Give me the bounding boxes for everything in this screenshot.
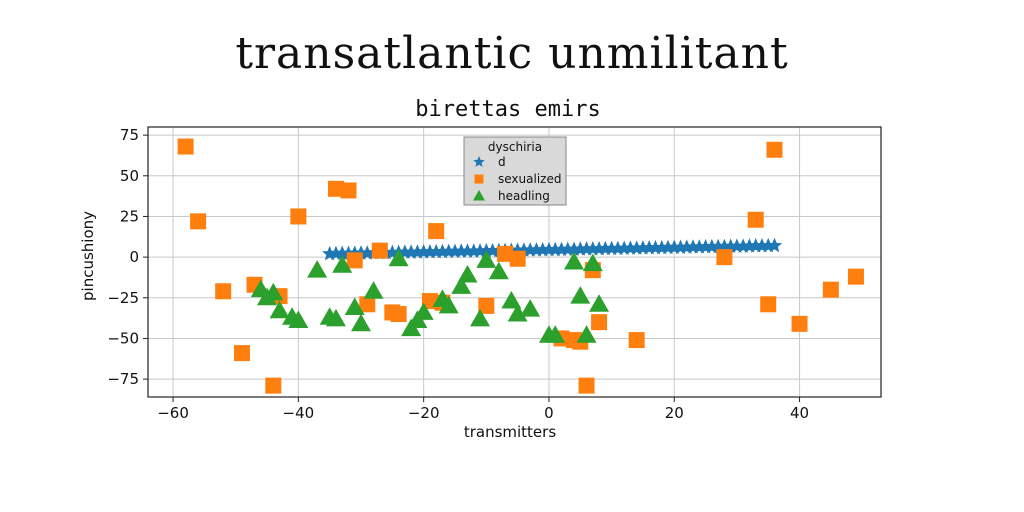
point-headling (488, 261, 509, 280)
legend-label-headling: headling (498, 189, 550, 203)
point-sexualized (233, 345, 250, 362)
point-headling (344, 297, 365, 316)
point-sexualized (497, 245, 514, 262)
legend-label-d: d (498, 155, 506, 169)
point-sexualized (716, 249, 733, 266)
x-tick-label: 20 (665, 404, 684, 422)
point-headling (451, 276, 472, 294)
point-sexualized (290, 208, 307, 225)
data-marks (177, 138, 864, 394)
figure-title: transatlantic unmilitant (235, 28, 789, 79)
point-sexualized (791, 315, 808, 332)
point-sexualized (578, 377, 595, 394)
point-headling (307, 260, 328, 278)
point-sexualized (509, 250, 526, 267)
point-headling (325, 308, 346, 327)
y-tick-label: −50 (107, 329, 139, 347)
legend-title: dyschiria (488, 140, 542, 154)
point-headling (457, 265, 478, 283)
point-sexualized (822, 281, 839, 298)
point-sexualized (215, 283, 232, 300)
point-headling (363, 281, 384, 299)
point-sexualized (346, 252, 363, 269)
legend-marker-d (473, 156, 485, 167)
x-axis-label: transmitters (464, 423, 556, 441)
point-headling (589, 294, 610, 312)
point-headling (438, 295, 459, 314)
y-tick-label: −25 (107, 289, 139, 307)
point-sexualized (265, 377, 282, 394)
point-sexualized (847, 268, 864, 285)
y-tick-label: 0 (129, 248, 139, 266)
y-tick-label: 50 (120, 167, 139, 185)
legend-label-sexualized: sexualized (498, 172, 561, 186)
axis-ticks: −60 −40 −20 0 20 40 75 50 25 0 −25 −50 −75 (107, 126, 809, 422)
point-sexualized (747, 211, 764, 228)
point-sexualized (340, 182, 357, 199)
point-sexualized (359, 296, 376, 313)
point-sexualized (371, 242, 388, 259)
point-headling (413, 302, 434, 320)
point-d (766, 237, 783, 253)
point-sexualized (766, 141, 783, 158)
point-headling (388, 248, 409, 267)
legend-marker-sexualized (474, 174, 484, 184)
point-headling (520, 299, 541, 317)
x-tick-label: −60 (157, 404, 189, 422)
x-tick-label: −20 (408, 404, 440, 422)
point-sexualized (760, 296, 777, 313)
point-sexualized (190, 213, 207, 230)
point-headling (576, 325, 597, 343)
chart-title: birettas emirs (415, 97, 600, 122)
point-headling (288, 310, 309, 329)
point-headling (507, 304, 528, 322)
point-headling (476, 250, 497, 268)
point-sexualized (177, 138, 194, 155)
y-tick-label: 75 (120, 126, 139, 144)
point-sexualized (428, 223, 445, 240)
point-sexualized (478, 297, 495, 314)
point-headling (269, 300, 290, 319)
plot-frame (147, 126, 882, 398)
y-tick-label: 25 (120, 207, 139, 225)
legend: dyschiria d sexualized headling (463, 136, 567, 206)
point-sexualized (591, 314, 608, 331)
x-tick-label: −40 (283, 404, 315, 422)
point-headling (351, 313, 372, 332)
point-headling (470, 308, 491, 327)
x-tick-label: 0 (544, 404, 554, 422)
point-headling (564, 252, 585, 270)
point-headling (545, 325, 566, 343)
y-axis-label: pincushiony (79, 211, 97, 301)
y-tick-label: −75 (107, 370, 139, 388)
point-sexualized (628, 332, 645, 349)
series-headling (250, 248, 610, 343)
x-tick-label: 40 (790, 404, 809, 422)
point-headling (570, 286, 591, 304)
point-sexualized (327, 180, 344, 197)
point-headling (582, 253, 603, 272)
point-headling (501, 291, 522, 309)
point-headling (332, 255, 353, 273)
point-sexualized (390, 306, 407, 323)
legend-marker-headling (473, 190, 485, 201)
point-headling (263, 282, 284, 301)
